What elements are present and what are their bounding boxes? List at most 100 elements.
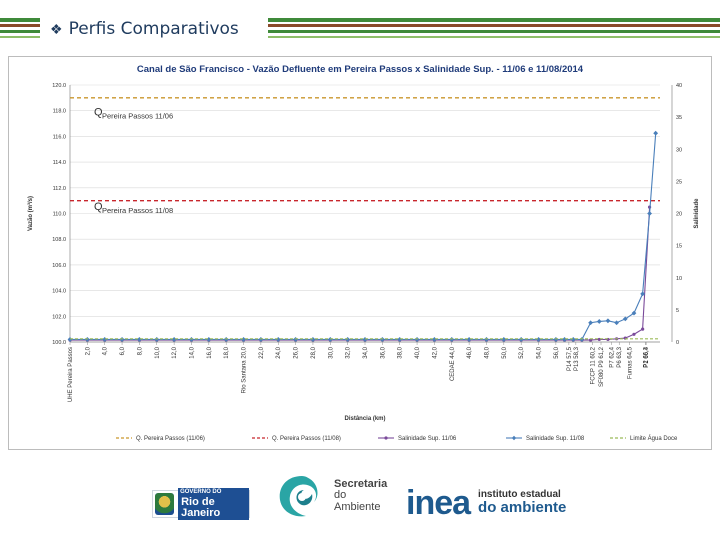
x-tick-label: P13 58,3 — [574, 346, 580, 371]
y2-axis-label: Salinidade — [694, 198, 700, 229]
series-layer — [67, 97, 660, 342]
x-tick-label: 36,0 — [380, 346, 386, 358]
series-salinity-1108-point — [223, 337, 229, 342]
series-salinity-1108-point — [154, 337, 160, 342]
annotation-q-prefix: Q — [94, 107, 103, 119]
x-tick-label: 12,0 — [172, 346, 178, 358]
series-salinity-1108-point — [414, 337, 420, 342]
legend-layer: Q. Pereira Passos (11/06) Q. Pereira Pass… — [116, 435, 678, 442]
annotation-layer: Q Pereira Passos 11/06Q Pereira Passos 11/… — [94, 107, 173, 215]
y2-tick-label: 30 — [676, 147, 682, 153]
x-tick-label: 4,0 — [103, 346, 109, 355]
y2-tick-label: 10 — [676, 276, 682, 282]
y-tick-label: 108.0 — [52, 237, 66, 243]
x-tick-label: P14 57,5 — [567, 346, 573, 371]
y2-tick-label: 35 — [676, 115, 682, 121]
x-tick-label: 38,0 — [398, 346, 404, 358]
series-salinity-1106-line — [70, 207, 651, 341]
x-tick-label: 14,0 — [189, 346, 195, 358]
series-salinity-1108-point — [596, 319, 602, 324]
series-salinity-1108-point — [631, 310, 637, 316]
series-salinity-1108-point — [570, 337, 576, 342]
rj-logo-small: GOVERNO DO — [178, 488, 249, 496]
legend-marker — [384, 436, 388, 440]
x-tick-label: 22,0 — [259, 346, 265, 358]
y2-tick-label: 20 — [676, 212, 682, 218]
x-tick-label: 26,0 — [294, 346, 300, 358]
sec-logo-line2: do — [334, 489, 347, 502]
top-stripe-green-2 — [0, 30, 720, 33]
y-tick-label: 112.0 — [53, 186, 66, 192]
x-tick-label: 28,0 — [311, 346, 317, 358]
y-tick-label: 102.0 — [52, 314, 66, 320]
inea-logo-line2: do ambiente — [478, 499, 567, 517]
series-salinity-1108-point — [605, 318, 611, 324]
slide-title-text: Perfis Comparativos — [68, 19, 239, 39]
series-salinity-1108-point — [647, 211, 652, 216]
series-salinity-1108-point — [258, 337, 264, 342]
inea-logo-line1: instituto estadual — [478, 488, 561, 500]
legend-marker — [511, 435, 517, 441]
x-tick-label: P7 62,4 — [609, 346, 615, 367]
y-tick-label: 116.0 — [53, 134, 66, 140]
series-salinity-1108-point — [102, 337, 108, 342]
top-stripe-brown — [0, 24, 720, 27]
x-tick-label: 8,0 — [137, 346, 143, 355]
y2-tick-label: 5 — [676, 308, 679, 314]
x-tick-label: 2,0 — [85, 346, 91, 355]
y-tick-label: 106.0 — [52, 263, 66, 269]
series-salinity-1108-point — [67, 337, 73, 342]
y-tick-label: 110.0 — [53, 212, 66, 218]
series-salinity-1108-point — [653, 130, 659, 136]
top-stripe-light — [0, 36, 720, 38]
series-salinity-1108-point — [397, 337, 403, 342]
x-tick-label: FCCP 11 60,2 — [590, 346, 596, 384]
series-salinity-1106-point — [641, 327, 645, 331]
x-tick-label: 50,0 — [502, 346, 508, 358]
x-tick-label: P6 63,3 — [617, 346, 623, 367]
x-tick-label: 52,0 — [519, 346, 525, 358]
series-salinity-1108-point — [275, 337, 281, 342]
diamond-bullet-icon: ❖ — [50, 20, 63, 37]
y2-tick-label: 25 — [676, 179, 682, 185]
secretaria-ambiente-logo: Secretaria do Ambiente — [276, 472, 387, 520]
chart-title: Canal de São Francisco - Vazão Defluente… — [137, 64, 584, 75]
crest-icon — [155, 493, 175, 515]
x-tick-label: Rio Santana 20,0 — [242, 346, 248, 393]
annotation-q-prefix: Q — [94, 201, 103, 213]
series-salinity-1108-point — [241, 337, 246, 342]
x-tick-label: 48,0 — [484, 346, 490, 358]
x-tick-label: 6,0 — [120, 346, 126, 355]
x-tick-label: CEDAE 44,0 — [450, 346, 456, 381]
x-tick-label: 30,0 — [328, 346, 334, 358]
x-tick-label: 18,0 — [224, 346, 230, 358]
x-tick-label: 46,0 — [467, 346, 473, 358]
axis-layer: 100.0 102.0 104.0 106.0 108.0 110.0 112.0 114.0… — [52, 83, 682, 402]
x-tick-label: 16,0 — [207, 346, 213, 358]
series-salinity-1108-point — [189, 337, 194, 342]
sec-logo-line1: Secretaria — [334, 477, 388, 490]
y-tick-label: 118.0 — [53, 109, 66, 115]
series-salinity-1108-point — [622, 316, 628, 322]
legend-label: Salinidade Sup. 11/06 — [398, 436, 457, 442]
x-tick-label: 34,0 — [363, 346, 369, 358]
x-tick-label: 10,0 — [155, 346, 161, 358]
chart-container: Canal de São Francisco - Vazão Defluente… — [8, 56, 712, 450]
x-tick-label: Furnas 64,5 — [628, 346, 634, 379]
series-salinity-1108-point — [171, 337, 177, 342]
inea-logo-sub: instituto estadual do ambiente — [478, 488, 567, 517]
inea-logo: inea instituto estadual do ambiente — [406, 486, 566, 520]
rio-de-janeiro-logo: GOVERNO DO Rio de Janeiro — [152, 488, 250, 520]
x-tick-label: 56,0 — [554, 346, 560, 358]
y-tick-label: 114.0 — [53, 160, 66, 166]
x-tick-label: 24,0 — [276, 346, 282, 358]
legend-label: Q. Pereira Passos (11/06) — [136, 436, 205, 442]
slide-title: ❖ Perfis Comparativos — [40, 14, 268, 44]
y-tick-label: 104.0 — [52, 289, 66, 295]
swirl-logo-icon — [279, 476, 318, 517]
grid-layer — [70, 84, 660, 343]
inea-logo-word: inea — [406, 484, 471, 522]
series-salinity-1108-point — [119, 337, 125, 342]
series-salinity-1108-point — [84, 337, 90, 342]
x-tick-label: 40,0 — [415, 346, 421, 358]
